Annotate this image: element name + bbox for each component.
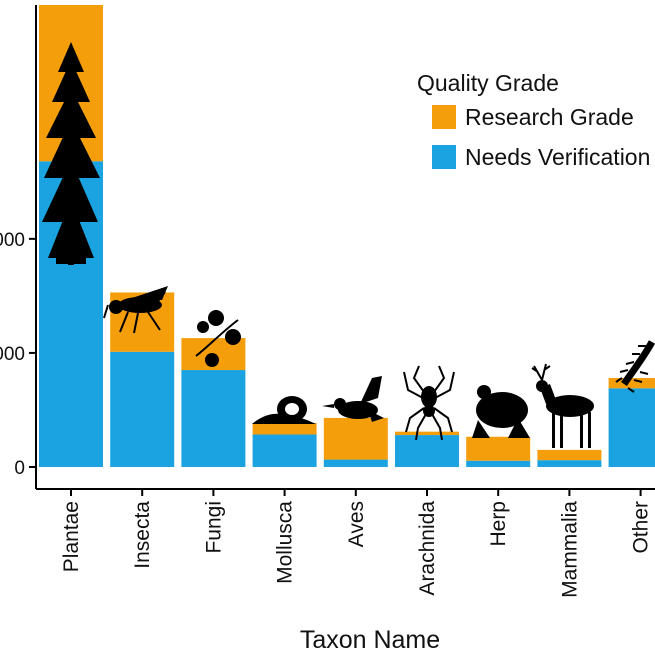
legend: Quality Grade Research Grade Needs Verifi… [417,70,650,170]
legend-swatch-needs-verification [432,145,456,169]
bar-other-research-grade [608,378,655,389]
legend-title: Quality Grade [417,70,559,96]
bar-other-needs-verification [608,388,655,467]
bar-herp-research-grade [466,436,531,461]
x-tick-label-arachnida: Arachnida [416,501,439,596]
x-tick-label-mollusca: Mollusca [274,501,297,584]
bar-arachnida-research-grade [395,431,459,436]
bar-herp-needs-verification [466,460,531,467]
silhouette-layer [42,42,655,448]
y-ticks: 0000000 [0,230,36,479]
bar-mammalia-research-grade [537,449,602,461]
x-tick-labels: Plantae Insecta Fungi Mollusca Aves Arachnida… [60,489,653,598]
y-tick-label: 000 [0,344,25,365]
bar-aves-needs-verification [323,459,388,467]
legend-label-needs-verification: Needs Verification [465,144,650,170]
x-tick-label-insecta: Insecta [131,501,154,569]
tree-icon [42,42,100,265]
bar-mollusca-research-grade [252,423,317,435]
frog-icon [472,385,530,438]
spider-icon [403,365,455,441]
mushroom-icon [195,310,241,367]
legend-label-research-grade: Research Grade [465,104,634,130]
x-tick-label-aves: Aves [345,501,368,547]
bar-mammalia-needs-verification [537,460,602,467]
y-tick-label: 000 [0,230,25,251]
bar-mollusca-needs-verification [252,434,317,467]
x-tick-label-herp: Herp [487,501,510,547]
bar-arachnida-needs-verification [395,435,459,467]
bar-insecta-needs-verification [110,351,175,467]
y-tick-label: 0 [14,458,25,479]
fly-icon [103,286,168,334]
snail-icon [252,396,316,424]
duck-icon [322,376,384,422]
bar-fungi-needs-verification [181,370,246,467]
x-axis-title: Taxon Name [300,626,440,654]
centipede-icon [615,340,655,393]
x-tick-label-fungi: Fungi [202,501,225,554]
bar-aves-research-grade [323,417,388,460]
x-tick-label-plantae: Plantae [60,501,83,572]
legend-swatch-research-grade [432,105,456,129]
x-tick-label-other: Other [630,501,653,554]
x-tick-label-mammalia: Mammalia [558,501,581,598]
deer-icon [531,363,594,448]
